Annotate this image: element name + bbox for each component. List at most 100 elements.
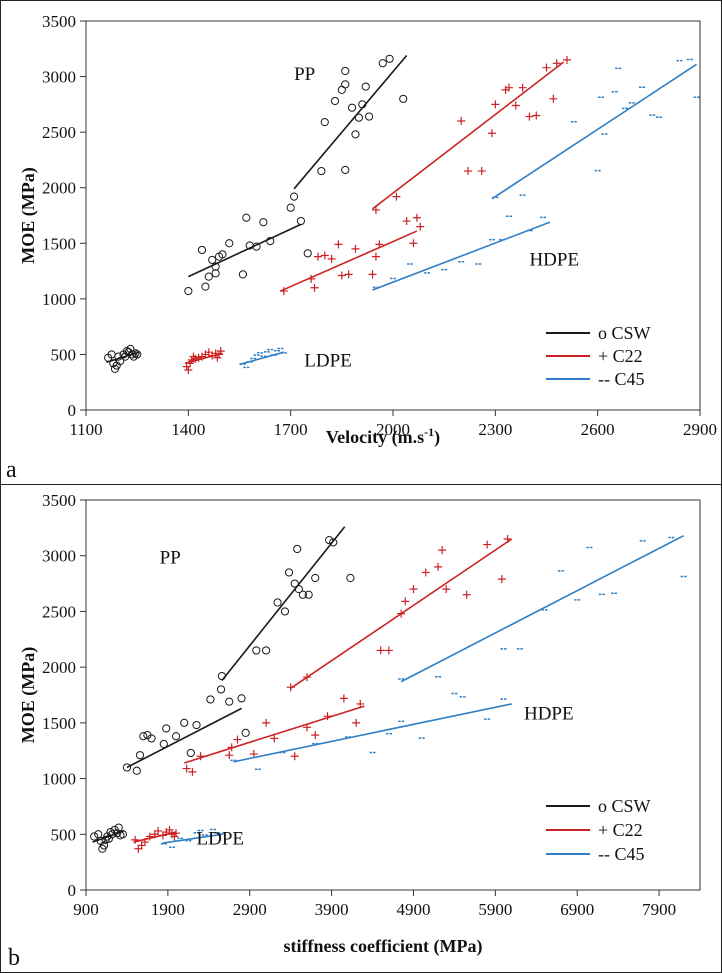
data-point-c22 [182, 362, 191, 371]
data-point-csw [317, 166, 326, 176]
data-point-csw [126, 344, 135, 353]
data-point-csw [298, 590, 308, 599]
data-point-c22 [188, 767, 197, 776]
data-point-c22 [134, 844, 143, 853]
data-point-csw [218, 250, 227, 259]
annotation-pp: PP [160, 548, 181, 569]
y-tick-label: 3500 [42, 12, 76, 31]
data-point-csw [341, 165, 350, 175]
data-point-c22 [371, 252, 380, 261]
fit-line-csw [126, 707, 242, 769]
data-point-csw [242, 213, 251, 222]
x-tick-label: 1700 [274, 420, 308, 439]
data-point-csw [286, 203, 295, 212]
data-point-csw [329, 538, 338, 547]
legend-label-c45: -- C45 [598, 844, 645, 864]
fit-line-c22 [183, 705, 365, 764]
x-tick-label: 4900 [396, 900, 430, 919]
data-point-c22 [351, 244, 360, 253]
data-point-csw [147, 734, 156, 743]
y-tick-label: 500 [51, 345, 77, 364]
y-tick-label: 1500 [42, 714, 76, 733]
data-point-csw [304, 590, 313, 599]
x-tick-label: 1100 [69, 420, 102, 439]
fit-line-csw [221, 526, 346, 682]
data-point-c22 [491, 100, 500, 109]
data-point-c22 [290, 752, 299, 761]
data-point-c22 [371, 205, 380, 214]
data-point-c22 [356, 699, 365, 708]
y-tick-label: 1500 [42, 234, 76, 253]
data-point-csw [211, 269, 220, 278]
data-point-c22 [337, 271, 346, 280]
panel-letter-b: b [8, 945, 20, 971]
data-point-csw [162, 724, 171, 733]
data-point-csw [280, 607, 290, 616]
data-point-csw [99, 841, 109, 850]
data-point-csw [289, 192, 299, 201]
fit-line-csw [187, 223, 302, 278]
data-point-c22 [204, 348, 213, 357]
data-point-csw [238, 270, 248, 279]
data-point-c22 [270, 734, 279, 743]
fit-line-c22 [280, 230, 418, 292]
legend-label-c22: + C22 [598, 346, 643, 366]
data-point-csw [273, 598, 282, 607]
data-point-csw [303, 249, 312, 258]
data-point-c22 [154, 826, 163, 835]
data-point-c22 [368, 270, 377, 279]
data-point-csw [132, 766, 141, 775]
fit-line-csw [293, 54, 408, 190]
data-point-c22 [384, 646, 393, 655]
data-point-csw [347, 103, 357, 112]
data-point-c22 [483, 540, 492, 549]
y-tick-label: 500 [51, 825, 77, 844]
data-point-csw [90, 832, 99, 841]
data-point-csw [204, 272, 213, 281]
data-point-c22 [562, 55, 571, 64]
data-point-c22 [504, 83, 513, 92]
data-point-c22 [438, 546, 447, 555]
data-point-csw [216, 685, 226, 694]
fit-line-c45 [372, 221, 551, 291]
fit-line-c45 [162, 833, 223, 844]
data-point-c22 [344, 270, 353, 279]
y-tick-label: 2500 [42, 602, 76, 621]
data-point-c22 [464, 167, 473, 176]
y-tick-label: 0 [68, 401, 77, 420]
plot-area-frame [85, 499, 701, 891]
x-tick-label: 5900 [478, 900, 512, 919]
data-point-c22 [313, 252, 322, 261]
data-point-csw [139, 732, 148, 741]
x-tick-label: 2900 [233, 900, 267, 919]
data-point-csw [225, 239, 234, 248]
y-axis-title: MOE (MPa) [18, 167, 39, 263]
data-point-c22 [552, 59, 561, 68]
data-point-c22 [409, 585, 418, 594]
fit-line-c22 [184, 352, 223, 365]
data-point-c22 [477, 167, 486, 176]
y-tick-label: 1000 [42, 770, 76, 789]
data-point-c22 [525, 112, 534, 121]
fit-line-c45 [233, 703, 512, 763]
x-tick-label: 2600 [581, 420, 615, 439]
data-point-c22 [457, 117, 466, 126]
data-point-c22 [327, 254, 336, 263]
data-point-csw [192, 720, 201, 730]
data-point-c22 [376, 646, 385, 655]
fit-line-c22 [372, 61, 565, 210]
x-tick-label: 2900 [683, 420, 717, 439]
data-point-csw [346, 573, 355, 583]
annotation-hdpe: HDPE [524, 704, 574, 725]
data-point-csw [114, 823, 123, 832]
x-tick-label: 1900 [151, 900, 185, 919]
x-tick-label: 3900 [315, 900, 349, 919]
data-point-csw [361, 82, 370, 91]
data-point-csw [122, 763, 132, 772]
data-point-c22 [442, 585, 451, 594]
data-point-csw [262, 646, 271, 655]
data-point-c22 [542, 63, 551, 72]
data-point-csw [201, 282, 210, 291]
data-point-csw [284, 568, 294, 577]
